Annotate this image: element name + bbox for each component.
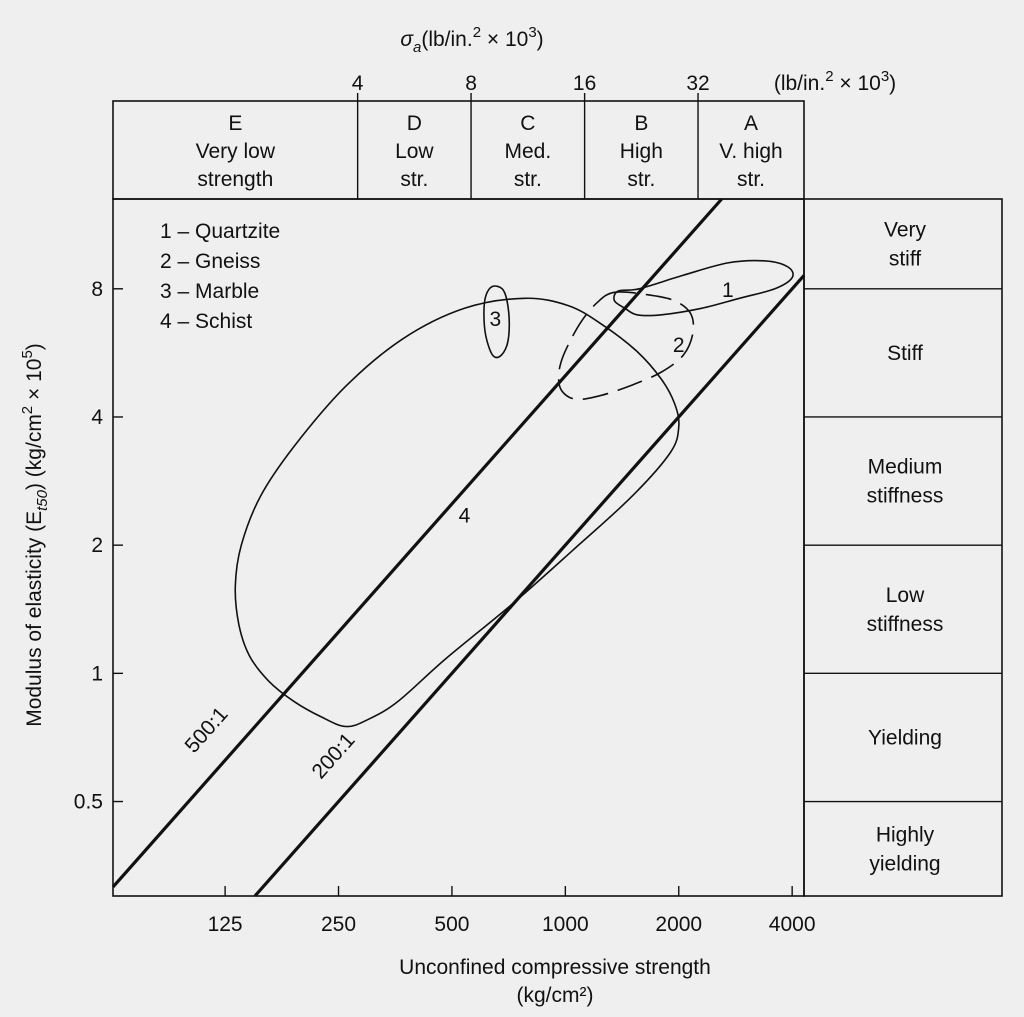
legend-item: 1 – Quartzite — [160, 220, 280, 243]
ratio-label: 200:1 — [308, 729, 360, 784]
region-label: 4 — [459, 504, 471, 527]
x-axis-label: Unconfined compressive strength — [399, 956, 711, 979]
strength-class-text: str. — [400, 168, 428, 191]
legend-item: 4 – Schist — [160, 310, 252, 333]
legend-item: 2 – Gneiss — [160, 250, 260, 273]
region-label: 2 — [673, 334, 685, 357]
stiffness-class-text: stiff — [889, 247, 921, 270]
x-tick-label: 125 — [208, 913, 243, 936]
ratio-label: 500:1 — [181, 703, 233, 758]
ratio-lines: 500:1 200:1 — [111, 197, 806, 898]
strength-class-text: D — [407, 112, 422, 135]
stiffness-class-text: yielding — [869, 852, 940, 875]
class-boxes: E Very low strength D Low str. C Med. str. B High s… — [196, 101, 1002, 875]
strength-class-text: V. high — [719, 140, 782, 163]
top-tick-label: 16 — [573, 72, 596, 95]
stiffness-class-text: Low — [886, 584, 925, 607]
region-label: 1 — [722, 279, 734, 302]
top-tick-label: 32 — [686, 72, 709, 95]
y-tick-label: 0.5 — [74, 791, 103, 814]
y-axis-label: Modulus of elasticity (Et50) (kg/cm2 × 1… — [19, 343, 51, 727]
region-marble — [483, 285, 511, 359]
region-schist — [234, 297, 680, 728]
stiffness-class-text: stiffness — [867, 485, 944, 508]
x-tick-label: 250 — [321, 913, 356, 936]
stiffness-class-text: Yielding — [868, 726, 942, 749]
strength-class-text: strength — [197, 168, 273, 191]
ratio-line — [253, 274, 806, 898]
x-tick-label: 4000 — [769, 913, 816, 936]
strength-class-text: High — [620, 140, 663, 163]
strength-class-text: Very low — [196, 140, 276, 163]
top-tick-label: 4 — [352, 72, 364, 95]
region-label: 3 — [490, 308, 502, 331]
strength-class-text: C — [520, 112, 535, 135]
strength-class-text: E — [228, 112, 242, 135]
legend-item: 3 – Marble — [160, 280, 259, 303]
stiffness-class-bar — [803, 198, 1003, 897]
x-tick-label: 500 — [434, 913, 469, 936]
y-tick-label: 8 — [91, 278, 103, 301]
stiffness-class-text: stiffness — [867, 613, 944, 636]
region-quartzite — [613, 259, 794, 317]
region-gneiss — [557, 291, 695, 401]
legend: 1 – Quartzite 2 – Gneiss 3 – Marble 4 – Sch… — [160, 220, 280, 333]
stiffness-class-text: Very — [884, 218, 927, 241]
y-tick-label: 4 — [91, 406, 103, 429]
plot-frame — [112, 198, 805, 897]
strength-class-text: A — [744, 112, 758, 135]
strength-class-text: str. — [627, 168, 655, 191]
stiffness-class-text: Highly — [876, 823, 935, 846]
ratio-line — [111, 197, 723, 889]
x-axis-unit: (kg/cm²) — [517, 984, 594, 1007]
top-axis-label: σa(lb/in.2 × 103) — [400, 24, 543, 56]
y-tick-label: 1 — [91, 662, 103, 685]
y-tick-label: 2 — [91, 534, 103, 557]
chart-frames — [112, 100, 1003, 897]
strength-class-text: Low — [395, 140, 434, 163]
rock-regions: 4 3 2 1 — [234, 259, 794, 728]
x-tick-label: 1000 — [542, 913, 589, 936]
top-tick-label: 8 — [465, 72, 477, 95]
strength-class-text: B — [634, 112, 648, 135]
strength-class-text: str. — [737, 168, 765, 191]
x-tick-label: 2000 — [655, 913, 702, 936]
strength-class-text: Med. — [504, 140, 551, 163]
strength-class-text: str. — [514, 168, 542, 191]
top-axis-unit: (lb/in.2 × 103) — [774, 68, 896, 95]
stiffness-class-text: Medium — [868, 456, 943, 479]
stiffness-class-text: Stiff — [887, 342, 923, 365]
strength-class-bar — [112, 100, 805, 200]
